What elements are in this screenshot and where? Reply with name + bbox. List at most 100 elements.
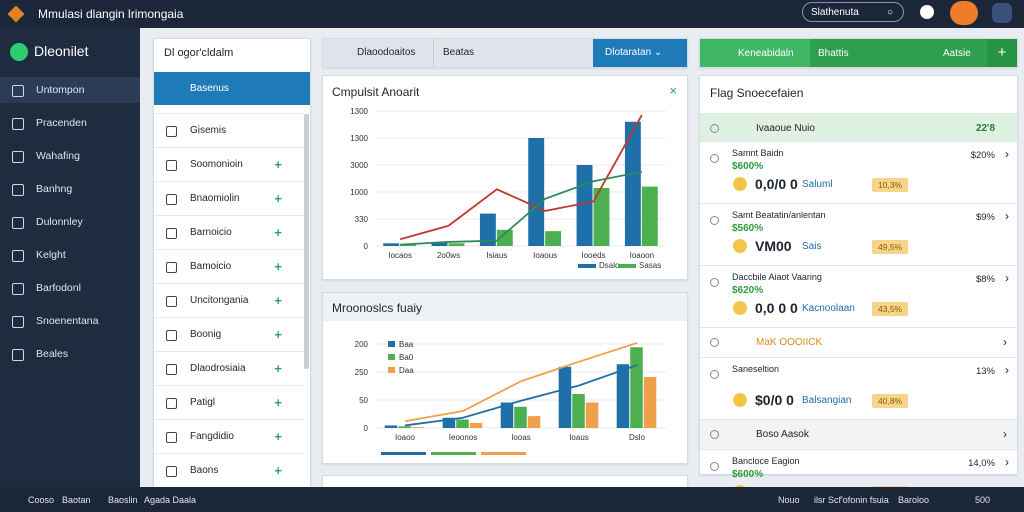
x-tick-label: Ioaoon (630, 251, 654, 260)
nav-item[interactable]: Pracenden (0, 110, 140, 136)
list-item[interactable]: Dlaodrosiaia + (154, 351, 304, 384)
add-button[interactable]: + (987, 39, 1017, 67)
list-item[interactable]: Soomonioin + (154, 147, 304, 180)
row-value: 22'8 (975, 123, 995, 134)
button-text: Dlotaratan (605, 47, 652, 58)
footer-link[interactable]: Agada Daala (144, 495, 197, 505)
nav-item[interactable]: Dulonnley (0, 209, 140, 235)
bar (624, 121, 641, 246)
nav-item[interactable]: Banhng (0, 176, 140, 202)
chart: 200 250 50 0 Ioaoo Ieoonos Iooas Ioaus Dslo Baa Ba… (355, 340, 666, 455)
legend-label: Baa (399, 340, 414, 349)
row-value: $9% (975, 212, 995, 223)
list-row[interactable]: Ivaaoue Nuio 22'8 (700, 113, 1017, 141)
tool-label[interactable]: Keneabidaln (738, 48, 794, 59)
bar (593, 187, 610, 246)
y-tick-label: 1300 (350, 107, 368, 116)
row-tag: Sais (802, 241, 822, 252)
nav-item[interactable]: Wahafing (0, 143, 140, 169)
bar (384, 425, 398, 428)
nav-item[interactable]: Snoenentana (0, 308, 140, 334)
legend-bar (481, 452, 526, 455)
list-row[interactable]: Boso Aasok › (700, 419, 1017, 449)
y-tick-label: 200 (355, 340, 369, 349)
bar (448, 243, 465, 246)
menu-icon[interactable] (992, 3, 1012, 23)
bar (442, 417, 456, 428)
chevron[interactable]: › (1005, 147, 1009, 161)
chart-title: Cmpulsit Anoarit (332, 85, 420, 99)
list-item[interactable]: Baons + (154, 453, 304, 486)
trend-line (404, 364, 638, 427)
row-title: Bancloce Eagion (732, 456, 800, 466)
list-item[interactable]: Fangdidio + (154, 419, 304, 452)
toolbar-button[interactable]: Dlotaratan ⌄ (593, 39, 687, 67)
list-row[interactable]: Daccbile Aiaot Vaaring $620% 0,0 0 0 Kacnoo… (700, 265, 1017, 327)
toolbar-search[interactable]: Dlaoodoaitos (357, 47, 416, 58)
legend-swatch (388, 354, 395, 360)
user-avatar[interactable] (950, 1, 978, 25)
bar (479, 213, 496, 246)
search-text: Slathenuta (811, 7, 859, 18)
legend-label: Ba0 (399, 353, 414, 362)
list-item[interactable]: Uncitongania + (154, 283, 304, 316)
tool-label[interactable]: Bhattis (818, 48, 849, 59)
nav-item[interactable]: Beales (0, 341, 140, 367)
list-item[interactable]: Patigl + (154, 385, 304, 418)
bar (527, 416, 541, 428)
row-amount: $0/0 0 (755, 392, 794, 408)
list-item[interactable]: Bnaomiolin + (154, 181, 304, 214)
list-row[interactable]: MaK OOOIICK › (700, 327, 1017, 357)
y-tick-label: 0 (364, 424, 369, 433)
list-panel: Dl ogor'cldalm Basenus Gisemis Soomonioin… (153, 38, 311, 488)
sidebar: Dleonilet Untompon Pracenden Wahafing Banhn… (0, 28, 140, 487)
footer-link[interactable]: Cooso (28, 495, 55, 505)
bar (431, 241, 448, 246)
list-row[interactable]: Samnt Baidn $600% 0,0/0 0 Saluml 10,3% $20% › (700, 141, 1017, 203)
row-amount: VM00 (755, 238, 792, 254)
chevron[interactable]: › (1005, 271, 1009, 285)
row-title: Boso Aasok (756, 429, 809, 440)
chevron[interactable]: › (1003, 427, 1007, 441)
chevron[interactable]: › (1005, 363, 1009, 377)
footer-link[interactable]: Baoslin (108, 495, 138, 505)
footer-link[interactable]: Baotan (62, 495, 91, 505)
bar (383, 243, 400, 246)
toolbar-tab[interactable]: Beatas (443, 47, 475, 58)
x-tick-label: Isiaus (486, 251, 507, 260)
list-row[interactable]: Saneseltion $0/0 0 Balsangian 40,8% 13% › (700, 357, 1017, 419)
list-item[interactable]: Boonig + (154, 317, 304, 350)
list-row[interactable]: Samt Beatatin/anlentan $560% VM00 Sais 49,5%… (700, 203, 1017, 265)
footer-info: ilsr Scf'ofonin fsuia (814, 495, 889, 505)
legend-label: Daa (399, 366, 414, 375)
close-button[interactable]: × (669, 83, 677, 98)
row-icon (733, 239, 747, 253)
legend-swatch (618, 264, 636, 268)
y-tick-label: 0 (364, 242, 369, 251)
chart-card: Mroonoslcs fuaiy 200 250 50 0 Ioaoo Ieoonos Io… (322, 292, 688, 464)
chart-title: Mroonoslcs fuaiy (332, 301, 423, 315)
tool-label[interactable]: Aatsie (943, 48, 971, 59)
list-item[interactable]: Barnoicio + (154, 215, 304, 248)
chevron[interactable]: › (1005, 209, 1009, 223)
clock-icon[interactable] (920, 5, 934, 19)
row-value: 13% (975, 366, 995, 377)
nav-item[interactable]: Untompon (0, 77, 140, 103)
legend-bar (431, 452, 476, 455)
bar (630, 347, 643, 428)
nav-item[interactable]: Barfodonl (0, 275, 140, 301)
x-tick-label: Ioaus (569, 433, 589, 442)
row-percent: $620% (732, 285, 764, 296)
chevron[interactable]: › (1003, 335, 1007, 349)
nav-item[interactable]: Kelght (0, 242, 140, 268)
scrollbar[interactable] (304, 114, 309, 369)
footer-info: Baroloo (898, 495, 930, 505)
list-item[interactable]: Gisemis (154, 113, 304, 146)
row-title: Samt Beatatin/anlentan (732, 210, 826, 220)
selected-item[interactable]: Basenus (154, 72, 310, 105)
search-box[interactable]: Slathenuta ○ (802, 2, 904, 22)
list-item[interactable]: Bamoicio + (154, 249, 304, 282)
chevron[interactable]: › (1005, 455, 1009, 469)
row-value: 14,0% (968, 458, 995, 469)
